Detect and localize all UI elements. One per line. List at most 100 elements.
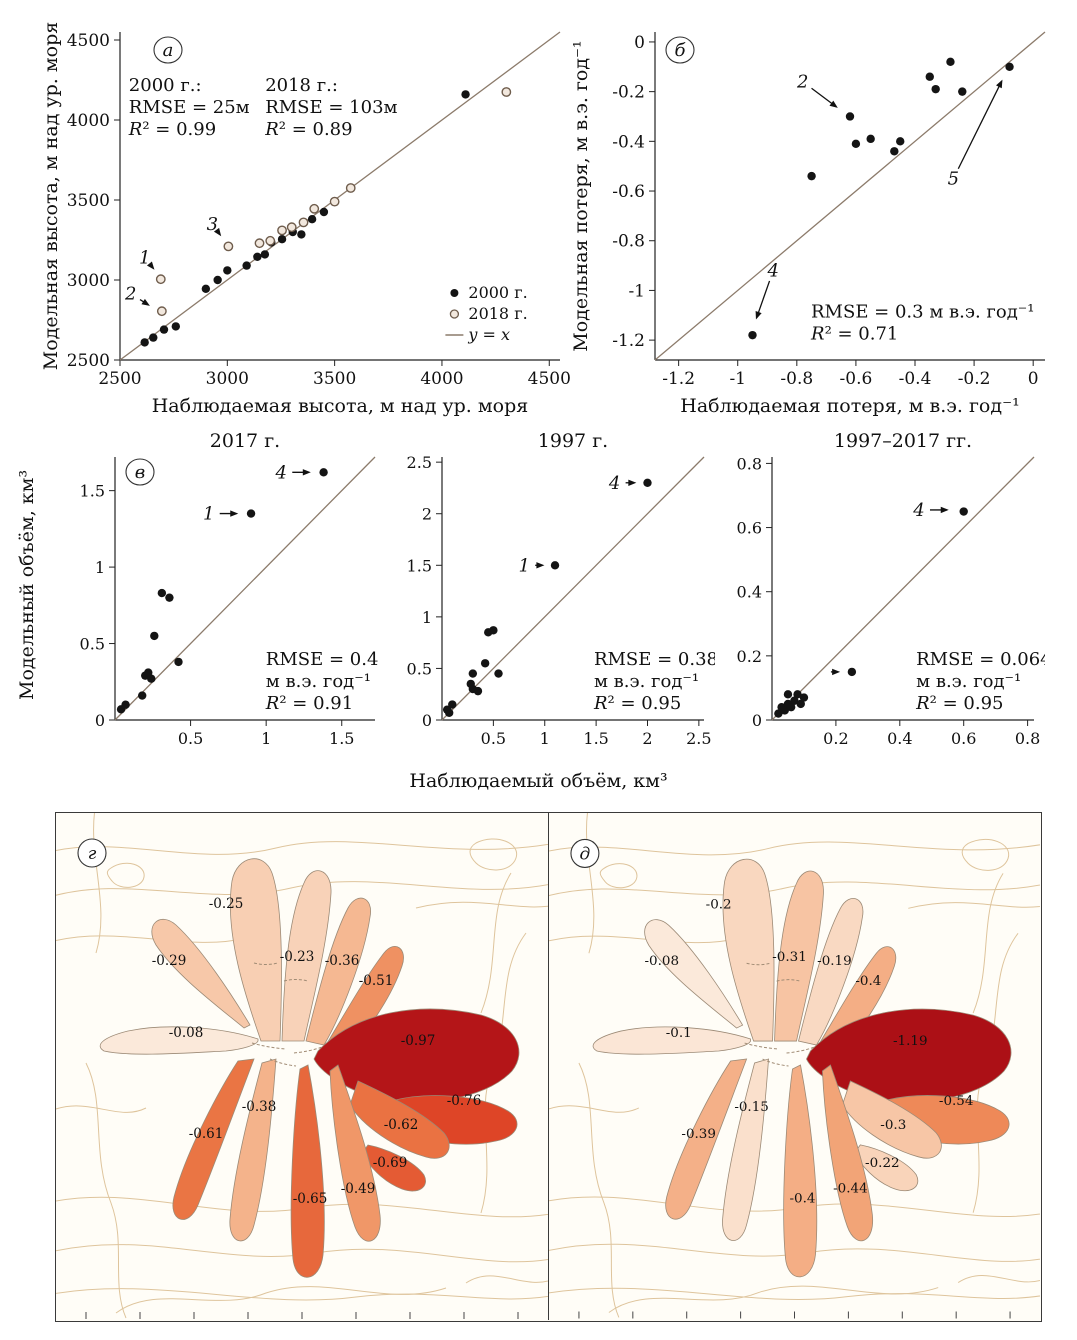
data-point <box>958 87 967 96</box>
glacier-value-label: -0.51 <box>359 973 394 989</box>
annotation-line: RMSE = 0.064 <box>916 649 1045 670</box>
glacier-value-label: -0.65 <box>293 1191 328 1207</box>
plot-panel_v3: 0.2 0.4 0.6 0.8 0 0.2 0.4 0.6 0.8 4 RMSE = 0.064м … <box>737 454 1045 748</box>
glacier-g13 <box>290 1064 325 1278</box>
data-point <box>265 235 276 246</box>
x-tick-label: 0.4 <box>887 729 912 748</box>
data-point <box>138 691 147 700</box>
y-tick-label: 0 <box>95 711 105 730</box>
callout-arrowhead <box>213 227 222 237</box>
callout-arrowhead <box>832 668 841 676</box>
data-point <box>309 203 320 214</box>
glacier-value-label: -0.22 <box>865 1155 900 1171</box>
panel-letter: г <box>88 844 97 864</box>
glacier-value-label: -0.1 <box>666 1025 692 1041</box>
callout-label: 1 <box>518 555 529 576</box>
glacier-g8 <box>229 1058 277 1242</box>
data-point <box>140 338 149 347</box>
glacier-g11 <box>841 1080 942 1159</box>
data-point <box>1005 62 1014 71</box>
identity-line <box>119 31 561 361</box>
glacier-g14 <box>329 1064 381 1242</box>
y-tick-label: 0 <box>634 33 645 53</box>
data-point <box>286 222 297 233</box>
y-tick-label: 0.5 <box>407 659 432 678</box>
annotation-line: R² = 0.71 <box>810 323 898 344</box>
y-tick-label: 0 <box>752 711 762 730</box>
data-point <box>242 261 251 270</box>
x-tick-label: 2 <box>642 729 652 748</box>
x-tick-label: 0.5 <box>481 729 506 748</box>
data-point <box>847 667 857 677</box>
x-tick-label: 0.2 <box>823 729 848 748</box>
glacier-value-label: -0.3 <box>880 1117 906 1133</box>
identity-line <box>771 456 1035 721</box>
annotation-line: RMSE = 0.3 м в.э. год⁻¹ <box>811 301 1035 322</box>
glacier-value-label: -0.4 <box>855 973 881 989</box>
data-point <box>201 284 211 293</box>
panel-letter: а <box>163 40 174 61</box>
data-point <box>156 306 167 317</box>
data-point <box>925 72 934 81</box>
glacier-value-label: -0.15 <box>734 1099 769 1115</box>
glacier-g13 <box>783 1064 818 1278</box>
glacier-g9 <box>665 1058 748 1220</box>
legend-label: y = x <box>467 325 510 344</box>
callout-label: 3 <box>207 214 218 235</box>
x-tick-label: -0.4 <box>899 369 932 389</box>
glacier-value-label: -0.08 <box>169 1025 204 1041</box>
annotation-line: R² = 0.99 <box>128 119 216 140</box>
glacier-value-label: -0.31 <box>772 949 807 965</box>
data-point <box>444 708 454 717</box>
annotation-line: R² = 0.91 <box>265 693 353 714</box>
contour-lines <box>56 813 548 1319</box>
callout-label: 4 <box>766 261 778 282</box>
data-point <box>793 690 802 699</box>
data-point <box>277 225 287 236</box>
x-tick-label: 4000 <box>420 369 463 389</box>
glacier-value-label: -0.69 <box>373 1155 408 1171</box>
data-point <box>448 700 457 709</box>
map-panel-g: -0.25 -0.29 -0.23 -0.36 -0.51 -0.97 -0.08 -0.38… <box>56 813 548 1319</box>
glacier-value-label: -0.39 <box>681 1126 716 1142</box>
callout-label: 4 <box>608 473 620 494</box>
x-tick-label: -1 <box>729 369 746 389</box>
y-tick-label: -0.6 <box>612 182 645 202</box>
plot-panel_b: -1.2 -1 -0.8 -0.6 -0.4 -0.2 0 -1.2 -1 -0.8 -0.6 -0.… <box>612 31 1046 389</box>
y-tick-label: 1.5 <box>407 556 432 575</box>
data-point <box>489 626 498 635</box>
y-tick-label: 0.5 <box>80 635 105 654</box>
data-point <box>213 275 222 285</box>
data-point <box>931 84 940 94</box>
plot-panel_v1: 0.5 1 1.5 0 0.5 1 1.5 1 4 RMSE = 0.4м в.э. год⁻¹R… <box>80 456 378 748</box>
callout-label: 2 <box>796 72 808 93</box>
callout-label: 5 <box>948 169 959 190</box>
data-point <box>550 561 560 570</box>
y-tick-label: 1 <box>95 558 105 577</box>
callout-arrowhead <box>146 261 155 270</box>
data-point <box>780 706 789 715</box>
glacier-value-label: -0.2 <box>706 896 732 912</box>
annotation-line: м в.э. год⁻¹ <box>266 671 371 692</box>
data-point <box>790 696 799 705</box>
glacier-layer <box>99 858 520 1278</box>
callout-label: 1 <box>139 248 150 269</box>
y-tick-label: 1.5 <box>80 482 105 501</box>
panel-letter-circle <box>570 838 600 868</box>
glacier-value-label: -0.61 <box>189 1126 224 1142</box>
data-point <box>298 217 309 228</box>
moraine-marks <box>251 962 323 1067</box>
panel-v-1997-2017-scatter: 0.2 0.4 0.6 0.8 0 0.2 0.4 0.6 0.8 4 RMSE = 0.064м … <box>737 430 1045 748</box>
glacier-value-label: -0.76 <box>447 1093 482 1109</box>
x-tick-label: 0.8 <box>1015 729 1040 748</box>
annotation-line: R² = 0.89 <box>264 119 352 140</box>
data-point <box>851 139 861 149</box>
panel-v-1997-scatter: 0.5 1 1.5 2 2.5 0 0.5 1 1.5 2 2.5 1 4 RMSE = 0.38м в.… <box>407 430 715 748</box>
data-point <box>643 478 652 487</box>
data-point <box>501 87 512 97</box>
callout-label: 2 <box>124 284 136 305</box>
panel-letter: б <box>675 40 687 61</box>
data-point <box>149 333 158 342</box>
glacier-g3 <box>774 870 824 1042</box>
